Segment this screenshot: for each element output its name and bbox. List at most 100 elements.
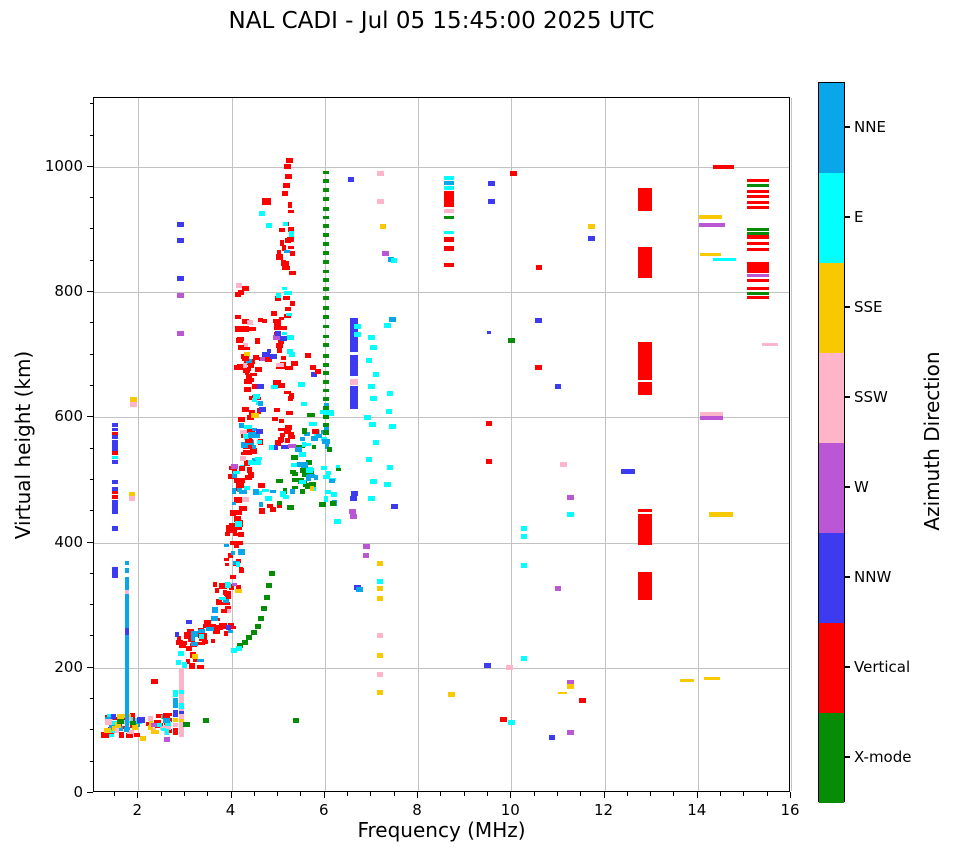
data-mark — [288, 393, 295, 399]
data-mark — [242, 355, 249, 361]
colorbar-tick — [845, 126, 850, 128]
colorbar-tick — [845, 756, 850, 758]
data-mark — [151, 679, 158, 685]
data-mark — [365, 358, 373, 364]
x-major-tick — [230, 792, 232, 798]
x-tick-label: 14 — [687, 801, 707, 819]
data-mark — [163, 712, 170, 718]
data-mark — [234, 292, 242, 298]
data-mark — [231, 551, 236, 556]
data-mark — [233, 497, 242, 503]
data-mark — [233, 477, 241, 483]
data-mark — [186, 645, 192, 651]
data-mark — [354, 324, 361, 330]
data-mark — [239, 490, 247, 494]
data-mark — [308, 468, 315, 472]
data-mark — [128, 491, 136, 497]
data-mark — [321, 439, 330, 445]
data-mark — [178, 694, 184, 704]
data-mark — [231, 472, 238, 479]
data-mark — [285, 365, 293, 370]
data-mark — [709, 512, 733, 517]
data-mark — [173, 717, 178, 723]
data-mark — [176, 237, 184, 243]
data-mark — [248, 378, 254, 382]
data-mark — [249, 373, 258, 377]
data-mark — [247, 472, 255, 477]
data-mark — [746, 296, 769, 300]
data-mark — [302, 481, 307, 488]
data-mark — [309, 364, 317, 370]
data-mark — [173, 689, 178, 698]
data-mark — [235, 520, 242, 527]
y-minor-tick — [89, 197, 93, 199]
data-mark — [270, 310, 277, 316]
data-mark — [278, 419, 284, 424]
data-mark — [220, 608, 228, 613]
colorbar-segment-vertical — [819, 623, 844, 713]
x-major-tick — [603, 792, 605, 798]
data-mark — [247, 374, 252, 379]
data-mark — [309, 422, 317, 426]
data-mark — [323, 406, 330, 410]
data-mark — [284, 238, 291, 243]
x-minor-tick — [580, 792, 582, 796]
colorbar-tick — [845, 396, 850, 398]
data-mark — [368, 383, 375, 389]
data-mark — [270, 385, 279, 390]
data-mark — [638, 381, 653, 395]
x-gridline — [138, 98, 140, 791]
data-mark — [228, 552, 234, 558]
data-mark — [147, 724, 153, 731]
y-minor-tick — [89, 259, 93, 261]
data-mark — [247, 428, 255, 434]
data-mark — [280, 490, 287, 497]
data-mark — [323, 242, 330, 246]
data-mark — [222, 589, 228, 596]
data-mark — [242, 367, 250, 374]
data-mark — [323, 269, 330, 274]
data-mark — [300, 402, 307, 406]
data-mark — [567, 512, 574, 518]
colorbar-title: Azimuth Direction — [920, 351, 944, 531]
data-mark — [258, 615, 265, 621]
data-mark — [241, 451, 248, 455]
data-mark — [376, 633, 384, 639]
data-mark — [389, 317, 396, 323]
x-minor-tick — [253, 792, 255, 796]
data-mark — [265, 356, 272, 362]
data-mark — [370, 344, 377, 350]
data-mark — [588, 236, 595, 242]
data-mark — [256, 490, 263, 496]
data-mark — [288, 231, 294, 238]
data-mark — [196, 664, 204, 670]
y-axis-label: Virtual height (km) — [11, 350, 35, 540]
data-mark — [284, 437, 290, 443]
x-major-tick — [696, 792, 698, 798]
data-mark — [176, 276, 184, 282]
data-mark — [335, 465, 341, 470]
data-mark — [370, 396, 377, 402]
data-mark — [178, 714, 184, 720]
data-mark — [349, 386, 358, 409]
colorbar-segment-w — [819, 443, 844, 533]
data-mark — [287, 396, 293, 402]
data-mark — [282, 487, 288, 494]
data-mark — [350, 513, 357, 519]
data-mark — [328, 409, 334, 416]
data-mark — [282, 222, 288, 226]
data-mark — [488, 181, 495, 187]
data-mark — [323, 422, 330, 427]
data-mark — [347, 176, 355, 182]
data-mark — [376, 596, 384, 602]
data-mark — [112, 440, 118, 451]
data-mark — [252, 354, 260, 361]
data-mark — [746, 273, 769, 277]
data-mark — [227, 473, 236, 480]
data-mark — [300, 468, 308, 474]
data-mark — [236, 642, 243, 648]
data-mark — [227, 609, 232, 613]
data-mark — [272, 445, 278, 450]
data-mark — [239, 423, 245, 428]
data-mark — [212, 630, 220, 635]
